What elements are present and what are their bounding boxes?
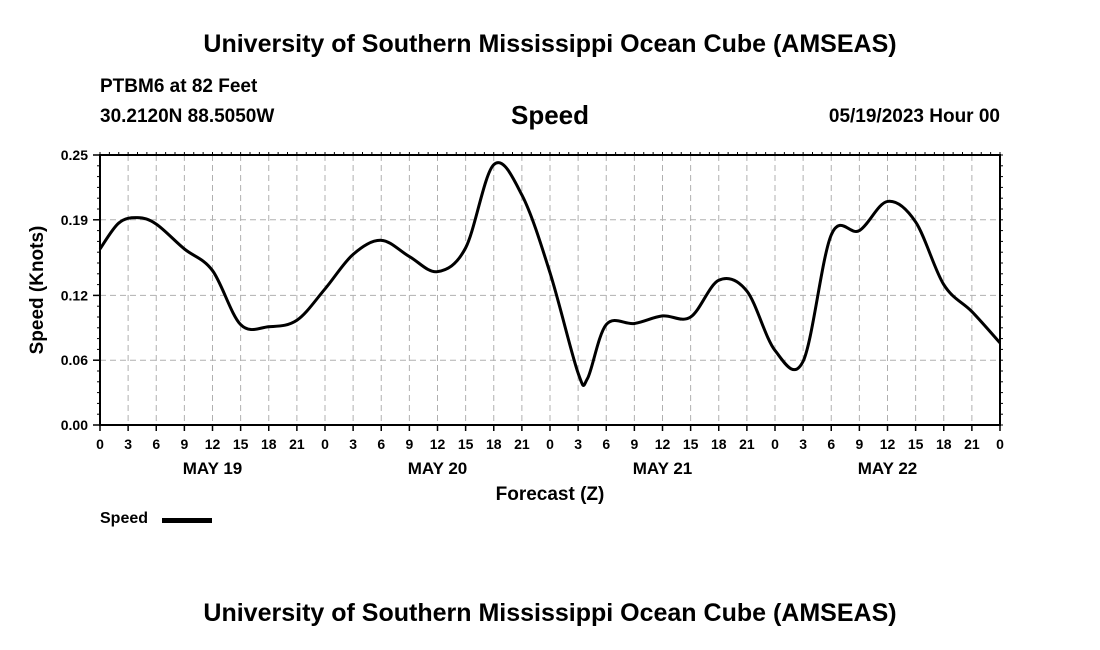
speed-data-point (436, 270, 439, 273)
speed-data-point (999, 341, 1002, 344)
x-tick-label: 15 (233, 436, 249, 452)
x-tick-label: 18 (261, 436, 277, 452)
speed-data-point (886, 200, 889, 203)
speed-data-point (549, 271, 552, 274)
y-tick-label: 0.06 (61, 352, 88, 368)
y-tick-label: 0.12 (61, 287, 88, 303)
speed-data-point (830, 233, 833, 236)
day-label: MAY 19 (183, 459, 243, 478)
speed-data-point (745, 290, 748, 293)
x-tick-label: 12 (880, 436, 896, 452)
speed-data-point (408, 255, 411, 258)
y-tick-label: 0.19 (61, 212, 88, 228)
speed-data-point (802, 360, 805, 363)
forecast-date-label: 05/19/2023 Hour 00 (828, 106, 1000, 127)
x-tick-label: 3 (349, 436, 357, 452)
speed-data-point (586, 377, 589, 380)
variable-title: Speed (510, 100, 590, 130)
x-tick-label: 21 (289, 436, 305, 452)
x-tick-label: 18 (486, 436, 502, 452)
x-tick-label: 6 (827, 436, 835, 452)
x-tick-label: 9 (180, 436, 188, 452)
x-axis-ticks: 0 3 6 9 12 15 18 21 0 3 6 9 12 15 18 21 0 3 6 9 12 15 18 21 0 3 6 9… (96, 425, 1004, 478)
x-tick-label: 9 (630, 436, 638, 452)
x-tick-label: 9 (405, 436, 413, 452)
speed-data-point (380, 239, 383, 242)
x-tick-label: 6 (602, 436, 610, 452)
x-tick-label: 12 (655, 436, 671, 452)
speed-data-point (99, 247, 102, 250)
x-tick-label: 12 (205, 436, 221, 452)
speed-data-point (942, 283, 945, 286)
x-tick-label: 9 (855, 436, 863, 452)
x-tick-label: 15 (908, 436, 924, 452)
x-tick-label: 18 (711, 436, 727, 452)
x-tick-label: 12 (430, 436, 446, 452)
speed-data-point (267, 325, 270, 328)
speed-data-point (295, 319, 298, 322)
speed-data-point (633, 322, 636, 325)
x-tick-label: 15 (458, 436, 474, 452)
x-tick-label: 0 (96, 436, 104, 452)
chart-title-top: University of Southern Mississippi Ocean… (203, 30, 897, 58)
x-tick-label: 21 (739, 436, 755, 452)
speed-data-point (211, 269, 214, 272)
x-tick-label: 3 (574, 436, 582, 452)
speed-data-point (661, 314, 664, 317)
legend-line-swatch (162, 518, 212, 523)
x-tick-label: 6 (152, 436, 160, 452)
y-tick-label: 0.00 (61, 417, 88, 433)
speed-data-point (577, 372, 580, 375)
speed-data-point (239, 323, 242, 326)
speed-data-point (464, 246, 467, 249)
day-label: MAY 22 (858, 459, 918, 478)
chart-title-bottom: University of Southern Mississippi Ocean… (203, 599, 897, 627)
y-axis-ticks: 0.00 0.06 0.12 0.19 0.25 (61, 147, 100, 433)
x-tick-label: 15 (683, 436, 699, 452)
speed-data-point (717, 279, 720, 282)
x-tick-label: 21 (514, 436, 530, 452)
y-tick-label: 0.25 (61, 147, 88, 163)
day-label: MAY 21 (633, 459, 693, 478)
coordinates-label: 30.2120N 88.5050W (100, 106, 275, 127)
speed-data-point (492, 163, 495, 166)
speed-data-point (117, 222, 120, 225)
day-label: MAY 20 (408, 459, 468, 478)
speed-data-point (352, 253, 355, 256)
x-tick-label: 18 (936, 436, 952, 452)
x-tick-label: 3 (124, 436, 132, 452)
x-tick-label: 0 (771, 436, 779, 452)
speed-series-line (98, 161, 1002, 388)
speed-data-point (970, 310, 973, 313)
speed-data-point (689, 316, 692, 319)
grid-lines (100, 155, 1000, 425)
x-tick-label: 6 (377, 436, 385, 452)
speed-data-point (858, 229, 861, 232)
y-axis-label: Speed (Knots) (27, 226, 48, 355)
speed-data-point (774, 349, 777, 352)
x-tick-label: 0 (321, 436, 329, 452)
speed-data-point (183, 247, 186, 250)
speed-data-point (605, 323, 608, 326)
station-label: PTBM6 at 82 Feet (100, 76, 258, 97)
x-tick-label: 0 (546, 436, 554, 452)
speed-data-point (324, 287, 327, 290)
speed-data-point (914, 220, 917, 223)
legend-label: Speed (100, 510, 149, 527)
x-tick-label: 21 (964, 436, 980, 452)
x-tick-label: 3 (799, 436, 807, 452)
x-tick-label: 0 (996, 436, 1004, 452)
speed-data-point (136, 216, 139, 219)
speed-data-point (155, 223, 158, 226)
x-axis-label: Forecast (Z) (496, 484, 605, 505)
speed-data-point (520, 193, 523, 196)
